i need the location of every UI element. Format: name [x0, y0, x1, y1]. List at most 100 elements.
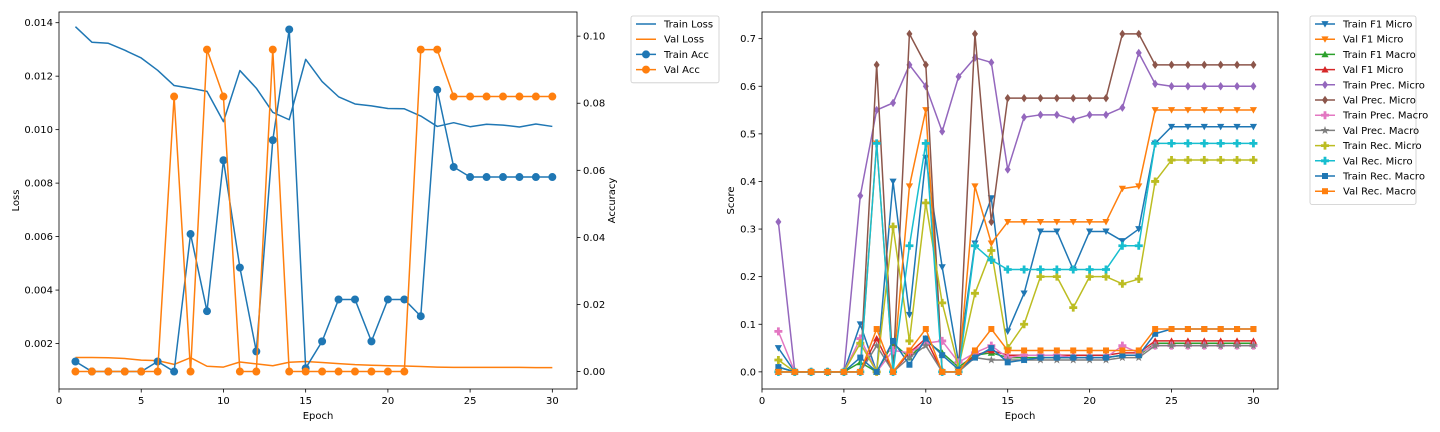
data-point [1135, 183, 1143, 190]
data-point [1086, 93, 1093, 103]
x-tick-label: 30 [546, 396, 559, 407]
data-point [1004, 165, 1011, 174]
data-point [824, 368, 831, 375]
legend-label: Val Prec. Micro [1343, 96, 1416, 107]
data-point [1200, 139, 1209, 148]
data-point [988, 345, 995, 352]
legend-box [630, 15, 720, 84]
y2-tick-label: 0.08 [583, 99, 605, 110]
data-point [1037, 93, 1044, 103]
data-point [548, 173, 557, 182]
data-point [1250, 82, 1257, 91]
data-point [1135, 347, 1142, 354]
y-tick-label: 0.004 [24, 286, 53, 297]
data-point [1135, 29, 1142, 39]
data-point [1151, 337, 1159, 344]
data-point [1021, 112, 1028, 122]
series-line [75, 48, 553, 373]
legend-marker [1321, 66, 1329, 73]
data-point [1201, 326, 1208, 333]
data-point [906, 347, 913, 354]
data-point [1086, 347, 1093, 354]
data-point [1069, 265, 1078, 274]
data-point [482, 92, 491, 101]
data-point [889, 178, 897, 186]
series-line [778, 142, 1254, 373]
y2-tick-label: 0.02 [583, 300, 605, 311]
data-point [1167, 337, 1176, 344]
data-point [987, 256, 996, 265]
legend-box [1309, 15, 1417, 205]
series-line [777, 52, 1254, 373]
data-point [1053, 93, 1060, 103]
data-point [1135, 352, 1142, 359]
data-point [954, 358, 963, 367]
data-point [170, 92, 179, 101]
legend-label: Val F1 Micro [1343, 35, 1403, 46]
data-point [857, 354, 864, 361]
data-point [921, 139, 930, 148]
axes-frame [58, 11, 578, 390]
data-point [970, 241, 979, 250]
data-point [775, 364, 782, 371]
data-point [774, 327, 783, 336]
data-point [87, 367, 96, 376]
x-tick-label: 0 [759, 396, 765, 407]
x-tick-label: 20 [382, 396, 395, 407]
series-val-loss [75, 356, 553, 369]
data-point [1135, 48, 1142, 58]
x-tick-label: 25 [464, 396, 477, 407]
data-point [1201, 82, 1208, 91]
data-point [1086, 219, 1094, 226]
x-axis-label: Epoch [1005, 411, 1036, 422]
data-point [1233, 107, 1241, 114]
data-point [987, 355, 996, 364]
data-point [922, 60, 929, 70]
data-point [1167, 139, 1176, 148]
data-point [938, 336, 947, 345]
data-point [1102, 219, 1110, 226]
data-point [1152, 60, 1159, 70]
data-point [1250, 60, 1257, 70]
data-point [905, 311, 914, 319]
y2-axis-label: Accuracy [607, 178, 618, 224]
data-point [515, 173, 524, 182]
y-tick-label: 0.3 [740, 225, 756, 236]
data-point [1036, 272, 1045, 281]
data-point [1036, 219, 1045, 226]
data-point [1004, 359, 1011, 366]
data-point [1250, 326, 1257, 333]
data-point [921, 341, 930, 350]
data-point [1070, 93, 1077, 103]
data-point [1216, 156, 1225, 165]
data-point [1168, 82, 1175, 91]
data-point [1201, 60, 1208, 70]
series-val-rec-macro [775, 326, 1257, 375]
data-point [1037, 354, 1044, 361]
legend-label: Val Rec. Micro [1343, 156, 1413, 167]
y-tick-label: 0.006 [24, 232, 53, 243]
data-point [351, 367, 359, 376]
series-line [777, 125, 1254, 373]
y2-tick-label: 0.06 [583, 166, 605, 177]
data-point [1085, 265, 1094, 274]
legend-label: Val Rec. Macro [1343, 187, 1416, 198]
x-tick-label: 10 [217, 396, 230, 407]
data-point [1103, 110, 1109, 120]
data-point [1102, 265, 1110, 274]
y-tick-label: 0.0 [740, 367, 756, 378]
axes-frame [761, 11, 1279, 390]
data-point [1216, 341, 1225, 350]
data-point [1069, 303, 1078, 312]
data-point [873, 334, 881, 342]
data-point [971, 354, 978, 361]
data-point [905, 353, 914, 362]
data-point [1086, 354, 1093, 361]
y-axis-label: Loss [11, 190, 22, 212]
data-point [1004, 347, 1011, 354]
data-point [334, 295, 343, 304]
series-val-acc [71, 45, 557, 376]
data-point [1217, 337, 1225, 344]
y-tick-label: 0.010 [24, 125, 53, 136]
data-point [1216, 139, 1225, 148]
